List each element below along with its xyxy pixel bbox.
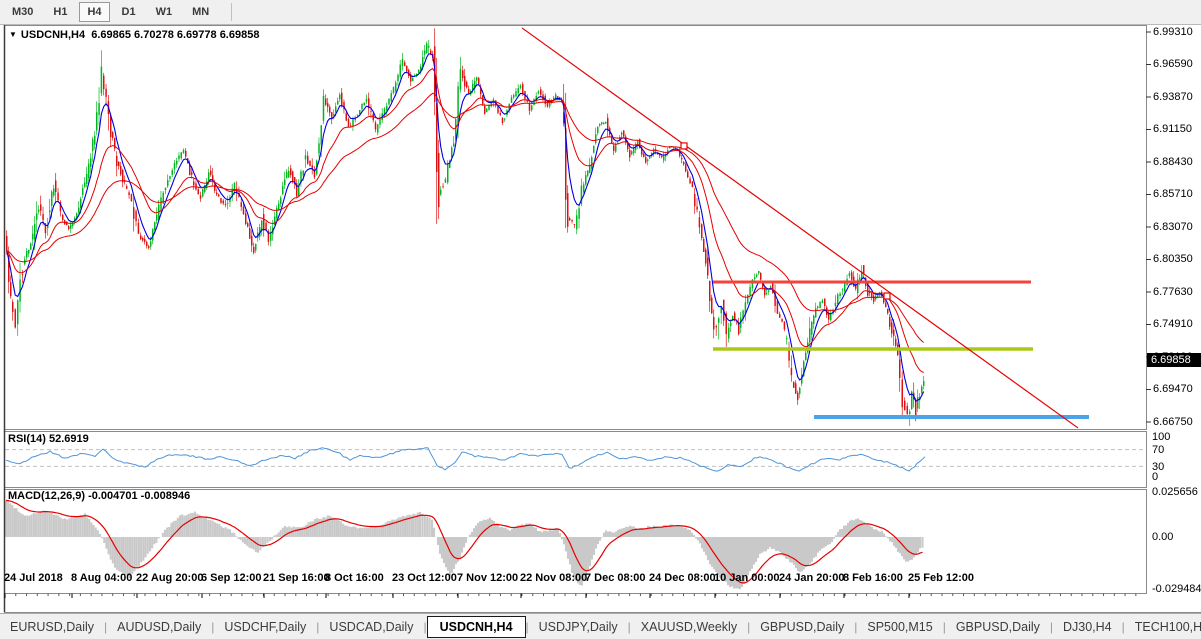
macd-axis-label: 0.025656: [1152, 485, 1198, 498]
tab-separator: |: [423, 620, 427, 634]
chart-title-ohlc: 6.69865 6.70278 6.69778 6.69858: [91, 29, 260, 41]
date-axis-label: 8 Feb 16:00: [843, 572, 903, 584]
symbol-tab-usdjpy-daily[interactable]: USDJPY,Daily: [538, 620, 618, 634]
date-axis-label: 6 Sep 12:00: [201, 572, 262, 584]
symbol-tab-dj30-h4[interactable]: DJ30,H4: [1063, 620, 1112, 634]
symbol-tab-usdcad-daily[interactable]: USDCAD,Daily: [329, 620, 414, 634]
price-axis-label: 6.80350: [1153, 253, 1193, 265]
tab-separator: |: [627, 620, 631, 634]
price-axis-label: 6.93870: [1153, 90, 1193, 103]
tab-separator: |: [211, 620, 215, 634]
price-axis-label: 6.77630: [1153, 285, 1193, 298]
current-price-badge: 6.69858: [1147, 353, 1201, 367]
symbol-tab-usdchf-daily[interactable]: USDCHF,Daily: [224, 620, 307, 634]
tab-separator: |: [104, 620, 108, 634]
rsi-axis-label: 30: [1152, 460, 1165, 473]
date-axis-label: 7 Nov 12:00: [457, 572, 519, 584]
tab-separator: |: [316, 620, 320, 634]
price-axis-label: 6.91150: [1153, 123, 1192, 135]
price-axis-label: 6.96590: [1153, 58, 1193, 70]
tab-separator: |: [1121, 620, 1125, 634]
price-axis-label: 6.85710: [1153, 188, 1193, 200]
macd-axis-label: -0.029484: [1152, 582, 1201, 595]
symbol-tab-eurusd-daily[interactable]: EURUSD,Daily: [10, 620, 95, 634]
price-axis-label: 6.69470: [1153, 383, 1193, 395]
timeframe-toolbar: M30 H1 H4 D1 W1 MN: [0, 0, 1201, 25]
price-axis-label: 6.66750: [1153, 415, 1193, 428]
date-axis-label: 22 Nov 08:00: [520, 572, 588, 584]
date-axis-label: 21 Sep 16:00: [263, 572, 330, 584]
price-axis-label: 6.83070: [1153, 220, 1193, 233]
rsi-axis-label: 0: [1152, 471, 1159, 483]
timeframe-button-h4[interactable]: H4: [79, 2, 110, 22]
date-axis-label: 7 Dec 08:00: [585, 572, 646, 584]
chart-window[interactable]: ▼ USDCNH,H4 6.69865 6.70278 6.69778 6.698…: [0, 25, 1201, 613]
symbol-dropdown-icon[interactable]: ▼: [9, 30, 17, 39]
tab-separator: |: [854, 620, 858, 634]
timeframe-button-w1[interactable]: W1: [155, 6, 173, 18]
tab-separator: |: [942, 620, 946, 634]
macd-indicator-label: MACD(12,26,9) -0.004701 -0.008946: [8, 490, 191, 502]
price-axis-label: 6.99310: [1153, 25, 1193, 38]
tab-separator: |: [525, 620, 529, 634]
date-axis-label: 8 Aug 04:00: [71, 572, 133, 584]
tab-separator: |: [1049, 620, 1053, 634]
symbol-tab-audusd-daily[interactable]: AUDUSD,Daily: [117, 620, 202, 634]
tab-separator: |: [747, 620, 751, 634]
symbol-tab-usdcnh-h4[interactable]: USDCNH,H4: [426, 616, 526, 638]
rsi-axis-label: 100: [1152, 431, 1171, 443]
rsi-indicator-label: RSI(14) 52.6919: [8, 433, 89, 445]
price-axis-label: 6.88430: [1153, 155, 1193, 168]
timeframe-button-h1[interactable]: H1: [53, 6, 68, 18]
date-axis-label: 24 Jul 2018: [4, 572, 63, 584]
date-axis-label: 24 Dec 08:00: [649, 572, 716, 584]
symbol-tab-gbpusd-daily[interactable]: GBPUSD,Daily: [955, 620, 1040, 634]
symbol-tab-xauusd-weekly[interactable]: XAUUSD,Weekly: [640, 620, 738, 634]
date-axis-label: 8 Oct 16:00: [325, 572, 384, 584]
timeframe-button-m30[interactable]: M30: [12, 6, 34, 18]
chart-canvas[interactable]: [0, 25, 1201, 613]
rsi-axis-label: 70: [1152, 443, 1165, 456]
date-axis-label: 25 Feb 12:00: [908, 572, 975, 584]
symbol-tab-sp500-m15[interactable]: SP500,M15: [867, 620, 933, 634]
chart-title-symbol: USDCNH,H4: [20, 29, 86, 41]
price-axis-label: 6.74910: [1153, 318, 1193, 330]
symbol-tab-gbpusd-daily[interactable]: GBPUSD,Daily: [760, 620, 845, 634]
macd-axis-label: 0.00: [1152, 530, 1174, 543]
chart-title: ▼ USDCNH,H4 6.69865 6.70278 6.69778 6.698…: [9, 29, 259, 41]
date-axis-label: 24 Jan 20:00: [779, 572, 845, 584]
toolbar-separator: [231, 3, 233, 21]
timeframe-button-d1[interactable]: D1: [121, 6, 136, 18]
symbol-tab-tech100-h1[interactable]: TECH100,H1: [1134, 620, 1201, 634]
date-axis-label: 23 Oct 12:00: [392, 572, 457, 584]
timeframe-button-mn[interactable]: MN: [192, 6, 210, 18]
symbol-tab-bar: EURUSD,Daily | AUDUSD,Daily | USDCHF,Daily | U…: [0, 613, 1201, 639]
date-axis-label: 22 Aug 20:00: [136, 572, 204, 584]
date-axis-label: 10 Jan 00:00: [714, 572, 780, 584]
